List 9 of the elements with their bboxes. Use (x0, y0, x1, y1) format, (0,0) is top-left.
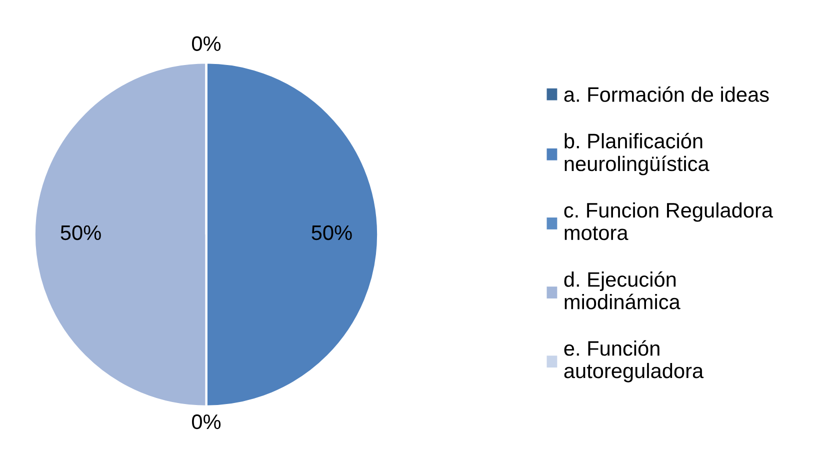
data-label: 50% (312, 225, 352, 240)
legend-label: e. Función autoreguladora (564, 340, 704, 382)
legend-label: c. Funcion Reguladora motora (564, 202, 774, 240)
legend-label: b. Planificación neurolingüística (564, 132, 710, 176)
legend-label: a. Formación de ideas (564, 86, 769, 102)
text: 0% (192, 414, 221, 430)
legend-label: d. Ejecución miodinámica (564, 271, 680, 310)
data-label: 50% (60, 225, 101, 240)
text: 0% (192, 36, 221, 52)
